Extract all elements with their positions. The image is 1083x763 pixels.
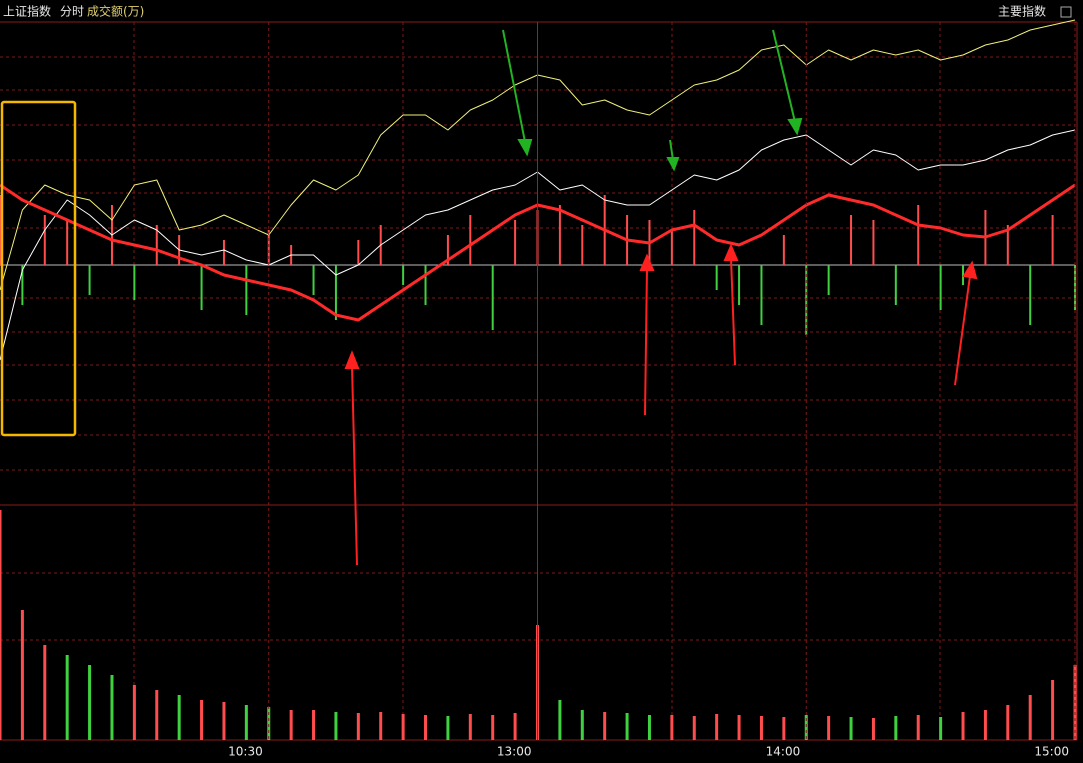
flow-bar [850, 215, 853, 265]
volume-bar [267, 707, 271, 740]
flow-bar [222, 240, 225, 265]
volume-bar [110, 675, 114, 740]
flow-bar [760, 265, 763, 325]
volume-bar [491, 715, 495, 740]
x-tick-label: 10:30 [228, 745, 263, 759]
flow-bar [312, 265, 315, 295]
flow-bar [357, 240, 360, 265]
flow-bar [424, 265, 427, 305]
volume-bar [244, 705, 248, 740]
flow-bar [894, 265, 897, 305]
volume-bar [43, 645, 47, 740]
volume-bar [513, 713, 517, 740]
flow-bar [872, 220, 875, 265]
volume-bar [222, 702, 226, 740]
flow-bar [715, 265, 718, 290]
flow-bar [402, 265, 405, 285]
flow-bar [245, 265, 248, 315]
flow-bar [1051, 215, 1054, 265]
flow-bar [693, 210, 696, 265]
flow-bar [917, 205, 920, 265]
volume-bar [446, 716, 450, 740]
volume-bar [961, 712, 965, 740]
volume-bar [468, 714, 472, 740]
volume-bar [580, 710, 584, 740]
flow-bar [491, 265, 494, 330]
volume-bar [759, 716, 763, 740]
flow-bar [0, 195, 1, 265]
volume-bar [715, 714, 719, 740]
volume-bar [625, 713, 629, 740]
volume-bar [312, 710, 316, 740]
flow-bar [670, 230, 673, 265]
flow-bar [200, 265, 203, 310]
toggle-icon[interactable] [1060, 6, 1072, 18]
volume-bar [871, 718, 875, 740]
mode-tab[interactable]: 分时 [60, 5, 84, 19]
volume-bar [558, 700, 562, 740]
volume-bar [849, 717, 853, 740]
flow-bar [66, 220, 69, 265]
volume-bar [424, 715, 428, 740]
volume-bar [20, 610, 24, 740]
volume-bar [177, 695, 181, 740]
volume-bar [983, 710, 987, 740]
volume-bar [1051, 680, 1055, 740]
flow-bar [782, 235, 785, 265]
flow-bar [469, 215, 472, 265]
index-name[interactable]: 上证指数 [3, 4, 51, 19]
flow-bar [939, 265, 942, 310]
volume-bar [155, 690, 159, 740]
volume-bar [603, 712, 607, 740]
flow-bar [334, 265, 337, 320]
volume-bar [939, 717, 943, 740]
flow-bar [267, 230, 270, 265]
flow-bar [21, 265, 24, 305]
volume-bar [647, 715, 651, 740]
flow-bar [581, 225, 584, 265]
volume-bar [804, 715, 808, 740]
volume-bar [356, 713, 360, 740]
flow-bar [155, 225, 158, 265]
menu-button[interactable]: 主要指数 [998, 4, 1046, 19]
flow-bar [558, 205, 561, 265]
volume-bar [0, 510, 2, 740]
indicator-label[interactable]: 成交额(万) [87, 4, 144, 19]
volume-bar [132, 685, 136, 740]
flow-bar [43, 215, 46, 265]
volume-bar [1006, 705, 1010, 740]
annotations [0, 29, 978, 566]
flow-bar [133, 265, 136, 300]
volume-bar [88, 665, 92, 740]
flow-bar [514, 220, 517, 265]
volume-bar [289, 710, 293, 740]
volume-bar [827, 716, 831, 740]
flow-bar [1006, 225, 1009, 265]
volume-bar [334, 712, 338, 740]
volume-bar [200, 700, 204, 740]
flow-bar [962, 265, 965, 285]
volume-bar [670, 715, 674, 740]
volume-bar [401, 714, 405, 740]
volume-bar [379, 712, 383, 740]
volume-bar [894, 716, 898, 740]
x-tick-label: 13:00 [497, 745, 532, 759]
x-tick-label: 15:00 [1034, 745, 1069, 759]
flow-bar [88, 265, 91, 295]
volume-bar [692, 716, 696, 740]
flow-bar [738, 265, 741, 305]
flow-bar [1029, 265, 1032, 325]
volume-bar [1028, 695, 1032, 740]
volume-bar [737, 715, 741, 740]
flow-bar [446, 235, 449, 265]
volume-bar [916, 715, 920, 740]
volume-bar [782, 717, 786, 740]
volume-bar [65, 655, 69, 740]
flow-bar [827, 265, 830, 295]
x-tick-label: 14:00 [766, 745, 801, 759]
